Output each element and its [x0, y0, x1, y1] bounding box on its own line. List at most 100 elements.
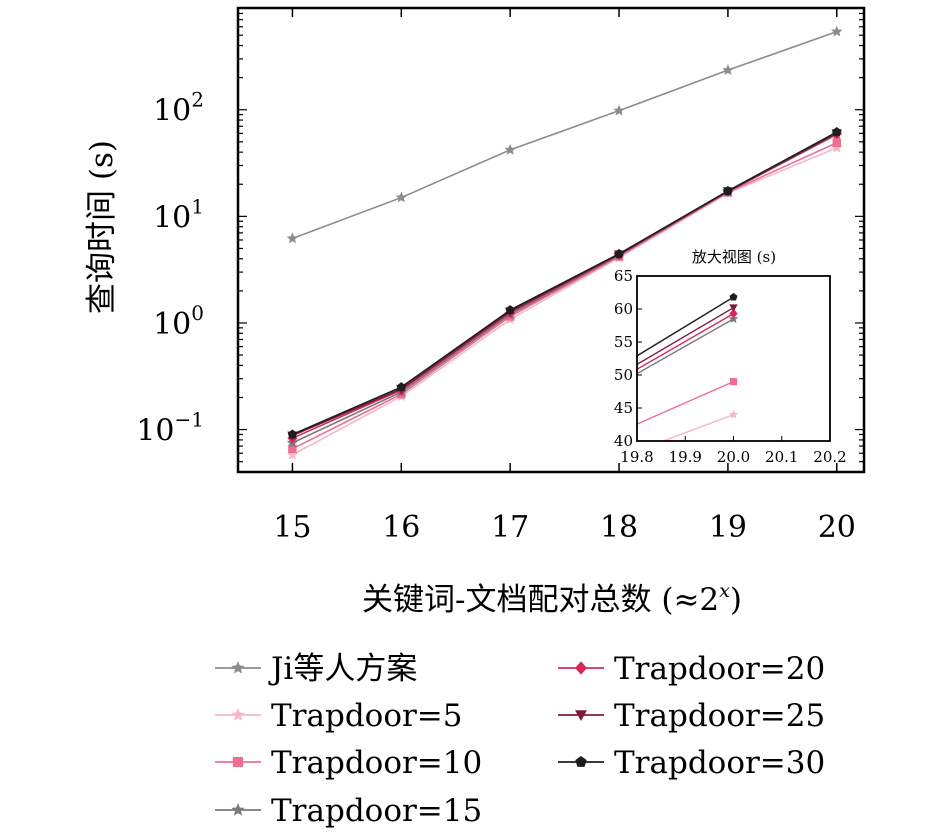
y-tick-label: 102: [153, 88, 204, 129]
legend-item: Trapdoor=5: [215, 698, 463, 734]
y-tick-label: 101: [153, 194, 204, 235]
inset-series-4: [637, 309, 738, 370]
x-axis-title: 关键词-文档配对总数 (≈2x): [362, 580, 742, 618]
data-point: [396, 382, 407, 392]
legend-marker: [231, 803, 245, 816]
series-group: [286, 25, 843, 460]
legend-label: Trapdoor=10: [271, 745, 482, 781]
inset-y-tick-label: 40: [614, 432, 633, 450]
inset-series-line: [661, 413, 734, 441]
legend-item: Ji等人方案: [215, 651, 417, 687]
data-point: [614, 248, 624, 258]
data-point: [286, 448, 299, 460]
series-line: [292, 147, 838, 456]
x-tick-label: 17: [491, 510, 529, 545]
inset-series-5: [637, 304, 738, 366]
data-point: [505, 305, 515, 315]
legend-label: Trapdoor=5: [271, 698, 463, 734]
inset-y-tick-label: 60: [614, 300, 633, 318]
inset-y-tick-label: 55: [614, 333, 633, 351]
legend-item: Trapdoor=30: [558, 745, 825, 781]
inset-series-line: [637, 380, 734, 425]
legend-label: Trapdoor=15: [271, 793, 482, 829]
x-tick-label: 20: [818, 510, 856, 545]
inset-series-1: [661, 409, 739, 441]
inset-series-6: [637, 292, 738, 357]
inset-series-line: [637, 318, 734, 375]
data-point: [613, 104, 625, 116]
inset-data-point: [729, 304, 738, 312]
inset-y-tick-label: 50: [614, 366, 633, 384]
x-axis-title-close: ): [730, 582, 742, 618]
inset-data-point: [729, 292, 738, 301]
series-6: [287, 127, 842, 439]
inset-ticks: 19.8 19.9 20.0 20.1 20.2 40 45 50 55 60 65: [614, 267, 847, 466]
x-tick-label: 18: [600, 510, 638, 545]
legend-label: Trapdoor=30: [614, 745, 825, 781]
legend-marker: [231, 708, 245, 721]
inset-x-tick-label: 20.0: [717, 448, 750, 466]
y-tick-exponent: −1: [175, 408, 204, 432]
legend-label: Trapdoor=25: [614, 698, 825, 734]
data-point: [395, 191, 408, 203]
data-point: [504, 143, 516, 155]
series-line: [292, 131, 838, 436]
y-tick-base: 10: [153, 94, 191, 129]
x-tick-label: 19: [709, 510, 747, 545]
legend-marker: [231, 661, 245, 674]
legend-item: Trapdoor=15: [215, 793, 482, 829]
data-point: [832, 127, 842, 137]
inset-series-line: [637, 313, 734, 370]
data-point: [287, 429, 298, 439]
data-point: [831, 25, 843, 37]
x-tick-label: 16: [382, 510, 420, 545]
inset-series-group: [637, 292, 739, 441]
series-0: [286, 25, 843, 244]
y-tick-exponent: 0: [191, 301, 204, 325]
y-tick-base: 10: [153, 200, 191, 235]
legend-marker: [232, 756, 244, 768]
y-tick-label: 100: [153, 301, 204, 342]
inset-title: 放大视图 (s): [692, 248, 776, 266]
legend-marker: [575, 661, 587, 675]
x-axis-title-exponent: x: [719, 580, 730, 602]
legend: Ji等人方案 Trapdoor=5 Trapdoor=10 Trapdoor=15 Tr…: [215, 651, 825, 829]
inset-series-line: [637, 296, 734, 357]
data-point: [831, 141, 843, 153]
inset-x-tick-label: 19.9: [669, 448, 702, 466]
data-point: [723, 185, 733, 196]
data-point: [286, 232, 299, 244]
legend-label: Ji等人方案: [268, 651, 417, 687]
inset-plot: 19.8 19.9 20.0 20.1 20.2 40 45 50 55 60 65: [614, 267, 847, 466]
legend-item: Trapdoor=20: [558, 651, 825, 687]
y-tick-exponent: 1: [191, 194, 204, 218]
x-axis-title-main: 关键词-文档配对总数 (≈2: [362, 582, 719, 618]
x-tick-label: 15: [273, 510, 311, 545]
inset-data-point: [729, 378, 738, 386]
inset-x-tick-label: 20.1: [765, 448, 798, 466]
inset-series-line: [637, 307, 734, 366]
y-tick-base: 10: [136, 414, 174, 449]
series-line: [292, 142, 838, 450]
inset-data-point: [728, 409, 739, 419]
legend-item: Trapdoor=10: [215, 745, 482, 781]
legend-marker: [575, 710, 587, 721]
inset-x-tick-label: 19.8: [620, 448, 653, 466]
y-tick-exponent: 2: [191, 88, 204, 112]
y-tick-base: 10: [153, 307, 191, 342]
legend-item: Trapdoor=25: [558, 698, 825, 734]
data-point: [722, 64, 734, 76]
y-tick-label: 10−1: [136, 408, 204, 449]
inset-series-2: [637, 378, 738, 425]
inset-x-tick-label: 20.2: [813, 448, 846, 466]
inset-y-tick-label: 65: [614, 267, 633, 285]
inset-data-point: [729, 309, 738, 319]
y-axis-title: 查询时间 (s): [84, 140, 120, 314]
inset-data-point: [728, 313, 739, 323]
inset-y-tick-label: 45: [614, 399, 633, 417]
series-line: [292, 30, 838, 240]
inset-series-3: [637, 313, 739, 375]
